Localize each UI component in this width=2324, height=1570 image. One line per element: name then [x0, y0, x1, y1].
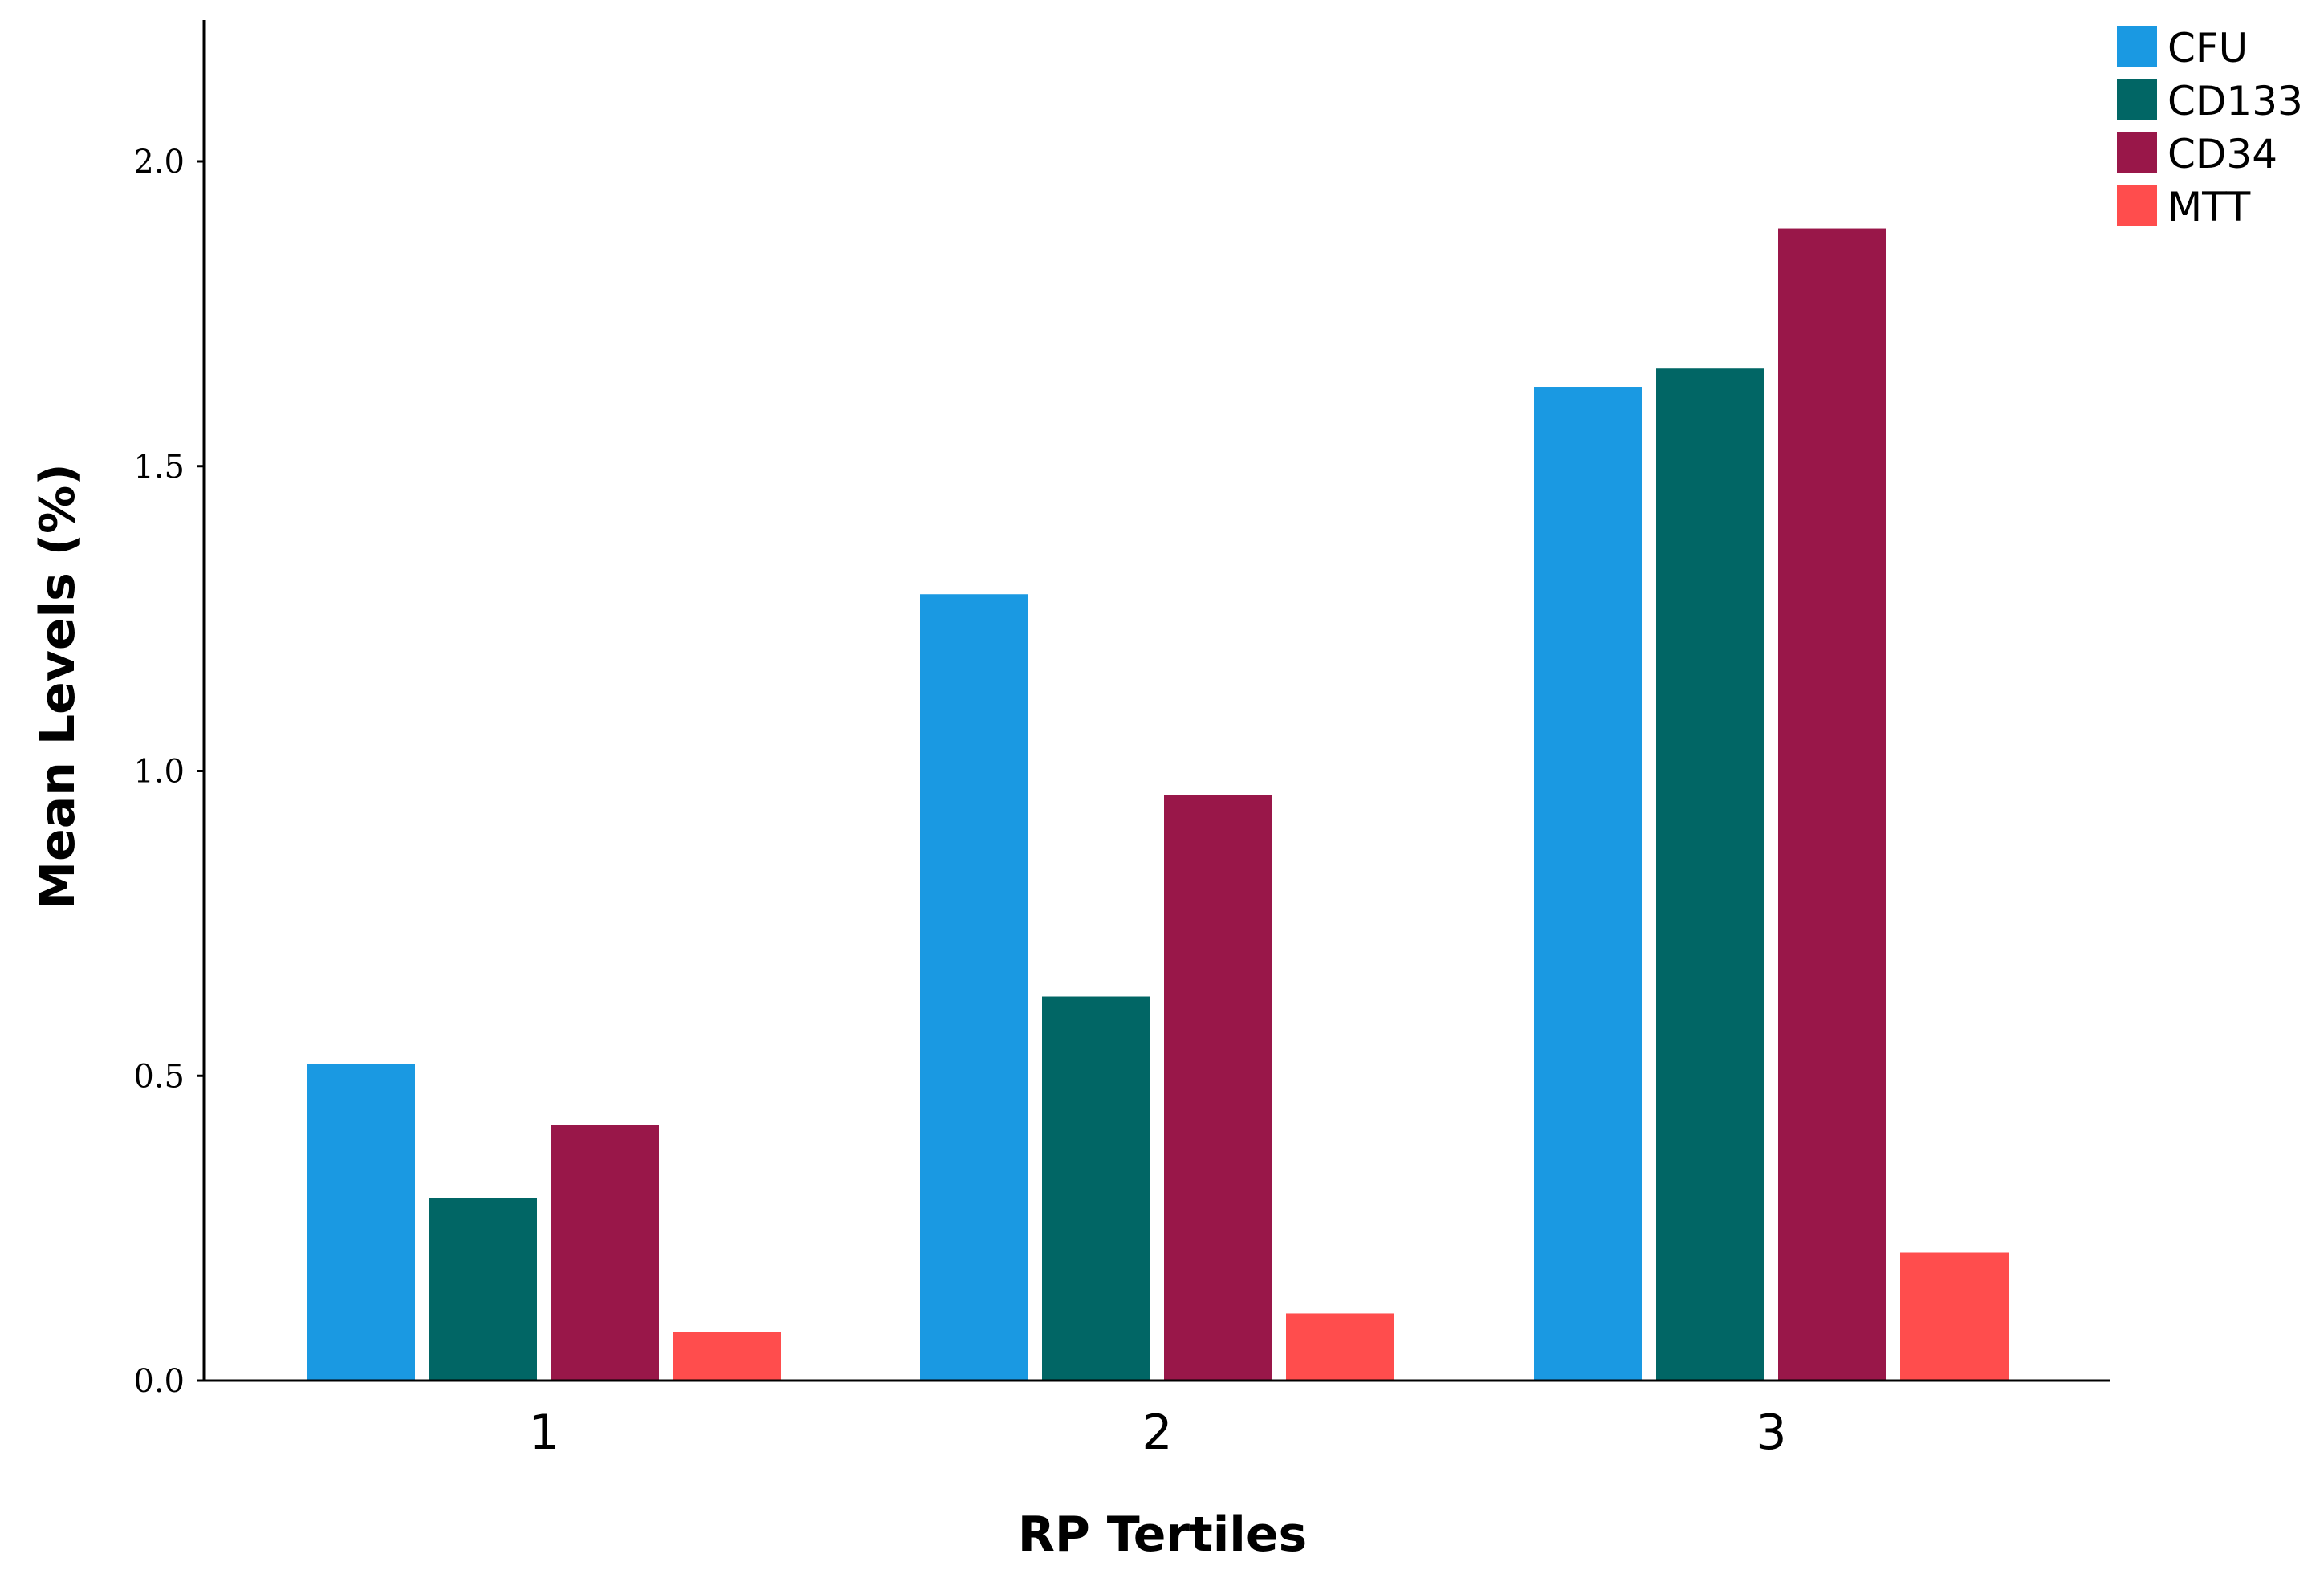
y-tick-label: 1.5 — [133, 449, 185, 486]
legend-swatch-cd133 — [2117, 79, 2157, 120]
bar-cd34-3 — [1778, 228, 1886, 1381]
x-tick-label: 3 — [1756, 1405, 1786, 1461]
legend-label-mtt: MTT — [2167, 184, 2251, 230]
bars-layer — [307, 228, 2009, 1381]
bar-mtt-1 — [673, 1332, 781, 1381]
bar-cfu-1 — [307, 1064, 415, 1381]
bar-mtt-2 — [1286, 1313, 1394, 1381]
y-axis-title: Mean Levels (%) — [30, 463, 86, 909]
x-axis-title: RP Tertiles — [1018, 1507, 1308, 1563]
bar-cd133-3 — [1656, 368, 1764, 1381]
bar-cd133-1 — [429, 1198, 537, 1381]
bar-cd34-2 — [1164, 795, 1272, 1381]
y-tick-label: 0.5 — [133, 1058, 185, 1095]
y-ticks: 0.0 0.5 1.0 1.5 2.0 — [133, 144, 204, 1400]
legend-label-cd34: CD34 — [2167, 131, 2277, 177]
legend-label-cfu: CFU — [2167, 25, 2248, 71]
legend-swatch-mtt — [2117, 185, 2157, 226]
y-tick-label: 0.0 — [133, 1363, 185, 1400]
bar-cfu-2 — [920, 594, 1028, 1381]
bar-cd34-1 — [551, 1125, 659, 1381]
x-tick-label: 1 — [528, 1405, 559, 1461]
x-ticks: 1 2 3 — [528, 1405, 1786, 1461]
bar-cd133-2 — [1042, 996, 1150, 1381]
bar-mtt-3 — [1900, 1252, 2009, 1381]
legend-swatch-cd34 — [2117, 132, 2157, 173]
y-tick-label: 2.0 — [133, 144, 185, 181]
legend-label-cd133: CD133 — [2167, 78, 2303, 124]
x-tick-label: 2 — [1142, 1405, 1172, 1461]
legend: CFU CD133 CD34 MTT — [2117, 25, 2303, 230]
y-tick-label: 1.0 — [133, 754, 185, 791]
bar-cfu-3 — [1534, 387, 1642, 1381]
legend-swatch-cfu — [2117, 26, 2157, 67]
